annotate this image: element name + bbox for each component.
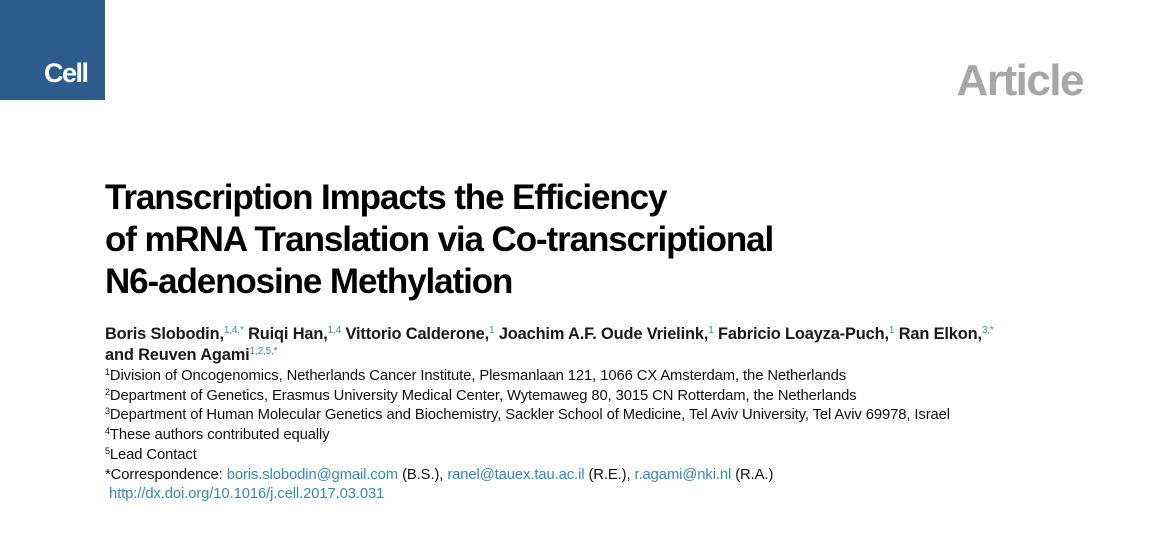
author-marks: 1 — [888, 325, 895, 336]
author: Fabricio Loayza-Puch,1 — [718, 325, 894, 343]
author-marks: 1,2,5,* — [249, 346, 278, 357]
affiliation: 1Division of Oncogenomics, Netherlands C… — [105, 367, 950, 387]
author-name: Joachim A.F. Oude Vrielink, — [498, 325, 709, 343]
affiliation-mark: 2 — [105, 386, 110, 397]
author: Vittorio Calderone,1 — [346, 325, 495, 343]
author: Ran Elkon,3,* — [899, 325, 994, 343]
doi-link[interactable]: http://dx.doi.org/10.1016/j.cell.2017.03… — [109, 486, 385, 503]
contact-initials: (B.S.), — [402, 466, 444, 483]
author: Ruiqi Han,1,4 — [248, 325, 341, 343]
author-marks: 1,4 — [327, 325, 342, 336]
author-list: Boris Slobodin,1,4,* Ruiqi Han,1,4 Vitto… — [105, 324, 994, 366]
author-name: and Reuven Agami — [105, 346, 250, 364]
affiliation-mark: 4 — [105, 426, 110, 437]
affiliation: 3Department of Human Molecular Genetics … — [105, 406, 950, 426]
affiliation-text: Lead Contact — [109, 446, 197, 463]
author: Joachim A.F. Oude Vrielink,1 — [499, 325, 714, 343]
title-line: of mRNA Translation via Co-transcription… — [105, 220, 774, 259]
email-link[interactable]: r.agami@nki.nl — [634, 466, 732, 483]
title-line: Transcription Impacts the Efficiency — [105, 178, 668, 217]
affiliation-text: Department of Human Molecular Genetics a… — [109, 407, 950, 424]
title-line: N6-adenosine Methylation — [105, 262, 513, 301]
author-name: Ran Elkon, — [898, 325, 982, 343]
author-name: Vittorio Calderone, — [345, 325, 490, 343]
author-marks: 3,* — [981, 325, 994, 336]
affiliation-text: These authors contributed equally — [109, 427, 330, 444]
journal-name: Cell — [44, 58, 89, 88]
affiliations: 1Division of Oncogenomics, Netherlands C… — [105, 367, 950, 505]
affiliation: 4These authors contributed equally — [105, 426, 950, 446]
contact-initials: (R.E.), — [588, 466, 631, 483]
email-link[interactable]: ranel@tauex.tau.ac.il — [447, 466, 585, 483]
author: Boris Slobodin,1,4,* — [105, 325, 244, 343]
author-name: Ruiqi Han, — [248, 325, 328, 343]
email-link[interactable]: boris.slobodin@gmail.com — [226, 466, 399, 483]
correspondence: *Correspondence: boris.slobodin@gmail.co… — [105, 466, 950, 486]
doi: http://dx.doi.org/10.1016/j.cell.2017.03… — [105, 485, 950, 505]
journal-logo: Cell — [0, 0, 105, 100]
affiliation: 5Lead Contact — [105, 446, 950, 466]
affiliation-text: Department of Genetics, Erasmus Universi… — [109, 387, 857, 404]
author-marks: 1 — [708, 325, 714, 336]
affiliation-mark: 1 — [105, 367, 110, 377]
author-name: Fabricio Loayza-Puch, — [718, 325, 889, 343]
article-type: Article — [956, 56, 1085, 105]
author-marks: 1 — [488, 325, 495, 336]
affiliation: 2Department of Genetics, Erasmus Univers… — [105, 387, 950, 407]
affiliation-mark: 3 — [105, 406, 110, 417]
author-name: Boris Slobodin, — [105, 325, 224, 343]
author: and Reuven Agami1,2,5,* — [105, 346, 278, 364]
correspondence-label: *Correspondence: — [105, 466, 223, 483]
affiliation-text: Division of Oncogenomics, Netherlands Ca… — [109, 368, 847, 384]
contact-initials: (R.A.) — [735, 466, 774, 483]
title: Transcription Impacts the Efficiency of m… — [105, 177, 774, 303]
author-marks: 1,4,* — [223, 325, 244, 336]
affiliation-mark: 5 — [105, 445, 110, 456]
